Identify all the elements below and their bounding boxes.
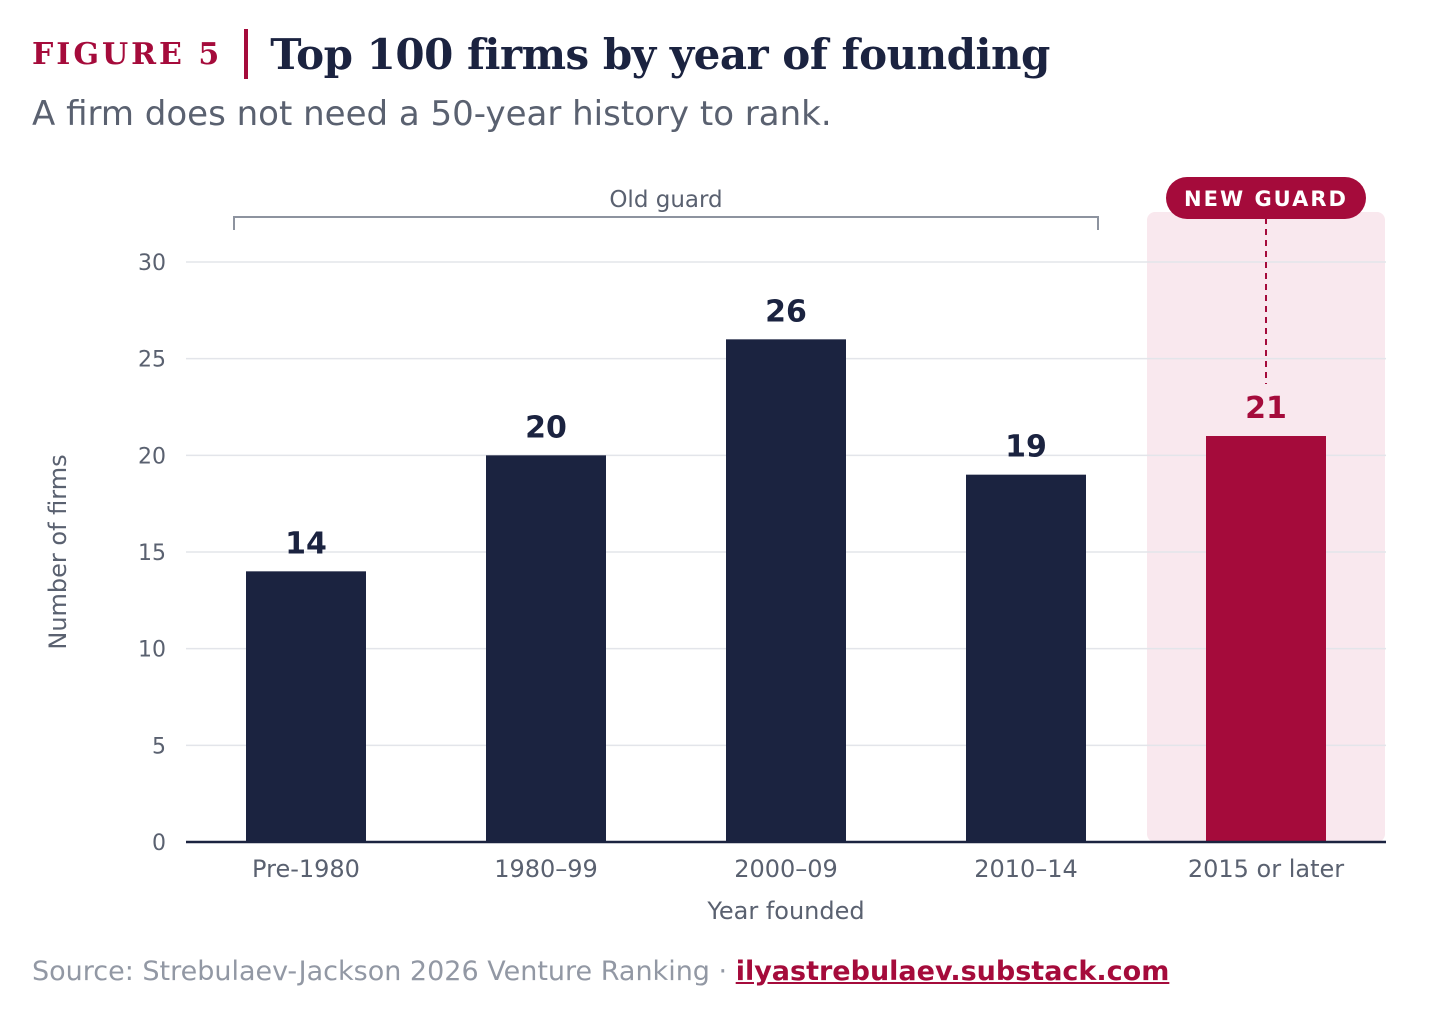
data-label: 21 — [1245, 391, 1287, 426]
figure-label: FIGURE 5 — [32, 36, 223, 72]
y-tick-label: 10 — [138, 638, 166, 663]
y-tick-label: 20 — [138, 444, 166, 469]
new-guard-pill — [1166, 177, 1366, 219]
y-tick-label: 15 — [138, 541, 166, 566]
x-tick-label: Pre-1980 — [252, 855, 360, 883]
x-tick-label: 2010–14 — [974, 855, 1078, 883]
data-label: 20 — [525, 410, 567, 445]
bar — [486, 455, 606, 842]
x-tick-label: 1980–99 — [494, 855, 598, 883]
title-separator — [244, 29, 249, 79]
x-tick-label: 2000–09 — [734, 855, 838, 883]
bar — [246, 571, 366, 842]
new-guard-label: NEW GUARD — [1184, 187, 1348, 211]
data-label: 26 — [765, 294, 807, 329]
source-text: Source: Strebulaev-Jackson 2026 Venture … — [32, 956, 736, 987]
chart-header: FIGURE 5 Top 100 firms by year of foundi… — [32, 18, 1422, 138]
y-tick-label: 25 — [138, 348, 166, 373]
source-link[interactable]: ilyastrebulaev.substack.com — [735, 956, 1170, 987]
bar — [726, 339, 846, 842]
chart-subtitle: A firm does not need a 50-year history t… — [32, 94, 832, 134]
source-line: Source: Strebulaev-Jackson 2026 Venture … — [32, 956, 1169, 987]
old-guard-bracket — [233, 216, 1099, 230]
bar-chart: 0 5 10 15 20 25 30 14 Pre-1980 20 1980–99 26 2000–09… — [44, 177, 1386, 925]
data-label: 19 — [1005, 430, 1047, 465]
bar — [1206, 436, 1326, 842]
x-tick-label: 2015 or later — [1188, 855, 1344, 883]
title-row: FIGURE 5 Top 100 firms by year of foundi… — [32, 24, 1050, 84]
y-tick-label: 30 — [138, 251, 166, 276]
x-axis-title: Year founded — [706, 897, 864, 925]
chart-title: Top 100 firms by year of founding — [270, 29, 1050, 79]
data-label: 14 — [285, 526, 327, 561]
y-tick-label: 0 — [152, 831, 166, 856]
old-guard-label: Old guard — [609, 187, 722, 213]
y-tick-label: 5 — [152, 734, 166, 759]
y-axis-title: Number of firms — [44, 454, 72, 649]
bar — [966, 474, 1086, 842]
